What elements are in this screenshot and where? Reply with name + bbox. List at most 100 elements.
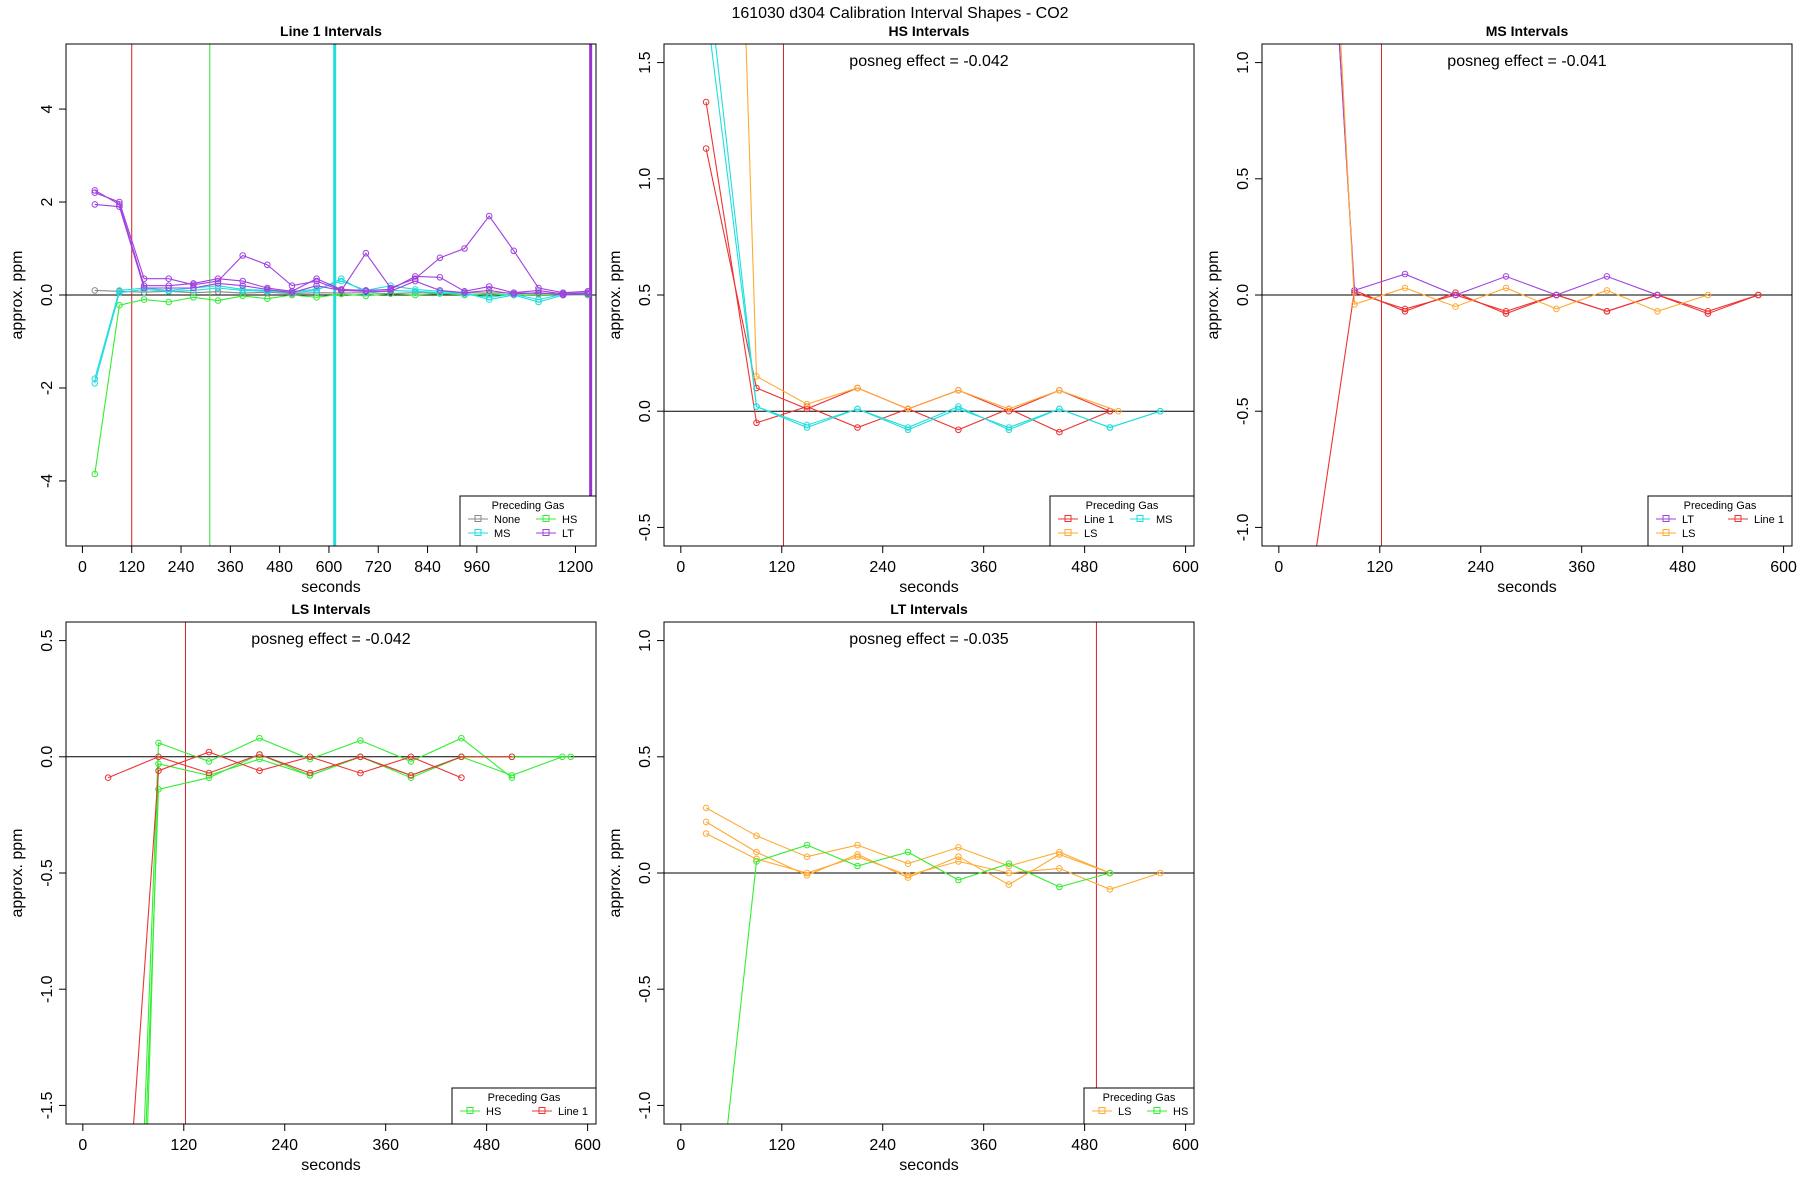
data-point bbox=[1502, 284, 1510, 292]
data-point bbox=[1106, 869, 1114, 877]
data-point bbox=[803, 841, 811, 849]
panel-lt: LT Intervals 0 120 240 360 480 600 -1.0 -0.5 0.0 0… bbox=[607, 601, 1199, 1174]
legend-label: Line 1 bbox=[558, 1106, 588, 1118]
legend-label: LT bbox=[562, 528, 574, 540]
data-point bbox=[411, 277, 419, 285]
panel-title: Line 1 Intervals bbox=[280, 23, 382, 39]
data-point bbox=[458, 774, 465, 782]
data-point bbox=[854, 424, 861, 431]
data-point bbox=[387, 286, 394, 293]
x-tick-label: 120 bbox=[118, 559, 145, 576]
legend-label: LT bbox=[1682, 514, 1694, 526]
legend-entry: Line 1 bbox=[1058, 514, 1114, 526]
legend-entry: None bbox=[468, 514, 520, 526]
data-point bbox=[264, 295, 271, 303]
series-line bbox=[94, 278, 588, 384]
data-point bbox=[190, 284, 197, 292]
data-point bbox=[91, 470, 99, 478]
legend-label: LS bbox=[1084, 528, 1097, 540]
panel-title: LS Intervals bbox=[291, 601, 371, 617]
data-point bbox=[165, 275, 172, 283]
legend-label: LS bbox=[1682, 528, 1695, 540]
data-point bbox=[1452, 303, 1459, 310]
data-point bbox=[407, 772, 415, 779]
data-point bbox=[1603, 287, 1611, 294]
legend-entry: HS bbox=[1147, 1106, 1188, 1118]
x-tick-label: 240 bbox=[869, 559, 896, 576]
legend-swatch-marker bbox=[1662, 529, 1670, 536]
series-line bbox=[705, 807, 1111, 874]
data-point bbox=[357, 753, 364, 761]
data-point bbox=[1401, 284, 1409, 292]
legend-label: MS bbox=[494, 528, 511, 540]
data-point bbox=[1553, 305, 1560, 313]
data-point bbox=[854, 384, 861, 392]
data-point bbox=[803, 424, 811, 431]
legend-swatch-marker bbox=[1153, 1107, 1161, 1114]
legend-label: Line 1 bbox=[1084, 514, 1114, 526]
data-point bbox=[485, 294, 493, 301]
legend: Preceding Gas None HS MS LT bbox=[459, 495, 597, 547]
legend-swatch-marker bbox=[474, 529, 482, 536]
legend-label: None bbox=[494, 514, 520, 526]
y-tick-label: 0.0 bbox=[39, 746, 56, 768]
data-point bbox=[313, 287, 320, 294]
plot-frame bbox=[65, 621, 597, 1125]
y-tick-label: 0.5 bbox=[1235, 168, 1252, 190]
data-point bbox=[508, 753, 516, 761]
legend-swatch-marker bbox=[474, 515, 482, 522]
y-axis-label: approx. ppm bbox=[9, 251, 26, 340]
data-point bbox=[1106, 886, 1114, 893]
series-line bbox=[705, 821, 1111, 886]
data-point bbox=[1056, 883, 1063, 891]
x-tick-label: 0 bbox=[676, 559, 685, 576]
data-point bbox=[854, 862, 861, 870]
data-point bbox=[116, 301, 123, 309]
data-point bbox=[559, 291, 567, 299]
x-axis-label: seconds bbox=[301, 579, 361, 596]
data-point bbox=[904, 872, 912, 879]
data-point bbox=[387, 288, 394, 295]
legend-swatch-marker bbox=[1136, 515, 1144, 522]
legend-swatch-marker bbox=[1098, 1107, 1106, 1114]
legend-swatch-marker bbox=[1734, 515, 1742, 522]
data-point bbox=[264, 286, 271, 293]
y-tick-label: 2 bbox=[39, 197, 56, 206]
data-point bbox=[91, 287, 99, 294]
series-line bbox=[107, 753, 512, 779]
data-point bbox=[702, 818, 710, 826]
series-line bbox=[143, 737, 513, 1124]
data-point bbox=[1603, 308, 1611, 315]
data-point bbox=[955, 853, 962, 861]
data-point bbox=[1056, 851, 1063, 858]
data-point bbox=[338, 287, 345, 294]
data-point bbox=[485, 283, 493, 290]
legend: Preceding Gas HS Line 1 bbox=[451, 1087, 597, 1125]
data-point bbox=[1401, 270, 1409, 278]
legend-title: Preceding Gas bbox=[1684, 500, 1757, 512]
data-point bbox=[955, 387, 962, 394]
x-tick-label: 600 bbox=[1172, 1137, 1199, 1154]
y-tick-label: -1.0 bbox=[39, 975, 56, 1003]
data-point bbox=[508, 772, 516, 779]
legend-label: Line 1 bbox=[1754, 514, 1784, 526]
y-tick-label: 1.5 bbox=[637, 51, 654, 73]
panel-ms: MS Intervals 0 120 240 360 480 600 -1.0 -0.5 0.0 0… bbox=[1205, 23, 1797, 596]
data-point bbox=[306, 753, 314, 761]
posneg-annotation: posneg effect = -0.041 bbox=[1447, 53, 1606, 70]
data-point bbox=[803, 400, 811, 408]
data-point bbox=[1157, 407, 1164, 415]
data-point bbox=[1704, 308, 1712, 315]
data-point bbox=[264, 261, 271, 269]
y-tick-label: 1.0 bbox=[637, 629, 654, 651]
data-point bbox=[753, 858, 760, 865]
y-axis-label: approx. ppm bbox=[1205, 251, 1222, 340]
legend-entry: LS bbox=[1058, 528, 1097, 540]
data-point bbox=[313, 275, 320, 283]
data-point bbox=[91, 189, 99, 196]
y-tick-label: 0.0 bbox=[1235, 284, 1252, 306]
data-point bbox=[1654, 291, 1661, 299]
legend-entry: LT bbox=[1656, 514, 1694, 526]
data-point bbox=[955, 858, 962, 865]
data-point bbox=[1005, 405, 1013, 413]
